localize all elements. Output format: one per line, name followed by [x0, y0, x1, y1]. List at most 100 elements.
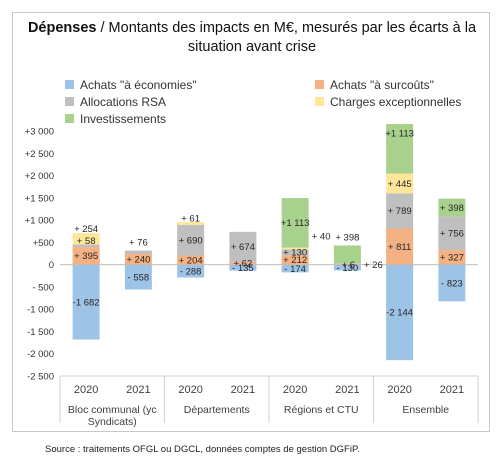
- y-tick-label: -1 000: [27, 305, 54, 316]
- legend-label: Investissements: [80, 112, 167, 126]
- data-label: + 327: [440, 253, 464, 264]
- data-label: + 690: [179, 235, 203, 246]
- x-group-label: Syndicats): [88, 416, 137, 428]
- data-label: + 395: [74, 251, 98, 262]
- data-label: -2 144: [386, 308, 413, 319]
- legend-item: Achats "à surcoûts": [315, 78, 434, 92]
- data-label: +1 113: [385, 128, 414, 139]
- bar-segment: [72, 244, 100, 248]
- y-tick-label: -2 000: [27, 349, 54, 360]
- bar-segment: [281, 249, 309, 256]
- chart-title-rest: / Montants des impacts en M€, mesurés pa…: [96, 20, 477, 55]
- x-group-label: Départements: [184, 404, 250, 416]
- x-group-label: Bloc communal (yc: [68, 404, 157, 416]
- data-label: + 62: [233, 259, 252, 270]
- y-tick-label: +2 500: [25, 149, 54, 160]
- legend-label: Charges exceptionnelles: [330, 95, 462, 109]
- y-tick-label: 0: [49, 260, 54, 271]
- y-tick-label: +500: [33, 238, 54, 249]
- data-label: + 61: [181, 214, 200, 225]
- legend-item: Allocations RSA: [65, 95, 166, 109]
- legend-label: Achats "à surcoûts": [330, 78, 434, 92]
- y-tick-label: -2 500: [27, 372, 54, 383]
- bar-segment: [333, 263, 361, 265]
- bar-segment: [333, 264, 361, 271]
- bar-segment: [72, 264, 100, 340]
- legend-swatch: [65, 80, 74, 89]
- source-note: Source : traitements OFGL ou DGCL, donné…: [45, 444, 360, 455]
- x-group-label: Ensemble: [402, 404, 449, 416]
- data-label: - 135: [232, 263, 254, 274]
- legend-item: Charges exceptionnelles: [315, 95, 461, 109]
- bar-segment: [386, 123, 414, 174]
- legend-item: Achats "à économies": [65, 78, 197, 92]
- data-label: + 26: [364, 260, 383, 271]
- legend-swatch: [65, 97, 74, 106]
- bar-segment: [386, 173, 414, 194]
- data-label: + 240: [126, 255, 150, 266]
- legend-swatch: [315, 80, 324, 89]
- data-label: + 756: [440, 229, 464, 240]
- data-label: + 789: [388, 206, 412, 217]
- bar-segment: [386, 228, 414, 265]
- legend-item: Investissements: [65, 112, 166, 126]
- y-tick-label: +2 000: [25, 171, 54, 182]
- data-label: - 288: [180, 266, 202, 277]
- data-label: - 823: [441, 278, 463, 289]
- x-category-label: 2020: [387, 384, 411, 396]
- data-label: - 558: [128, 272, 150, 283]
- bar-segment: [438, 198, 466, 217]
- data-label: + 445: [388, 179, 412, 190]
- data-label: + 674: [231, 242, 255, 253]
- x-category-label: 2020: [178, 384, 202, 396]
- data-label: +1 113: [281, 218, 310, 229]
- bar-segment: [386, 193, 414, 229]
- y-tick-label: +1 000: [25, 216, 54, 227]
- legend-label: Achats "à économies": [80, 78, 197, 92]
- legend-swatch: [315, 97, 324, 106]
- x-category-label: 2021: [440, 384, 464, 396]
- bar-segment: [229, 231, 257, 262]
- data-label: + 130: [283, 248, 307, 259]
- bar-segment: [124, 264, 152, 290]
- data-label: + 40: [312, 232, 331, 243]
- data-label: - 174: [284, 264, 306, 275]
- chart-title-bold: Dépenses: [27, 20, 97, 36]
- data-label: + 398: [440, 203, 464, 214]
- data-label: + 76: [129, 238, 148, 249]
- bar-segment: [177, 224, 205, 256]
- x-category-label: 2021: [335, 384, 359, 396]
- bar-segment: [281, 255, 309, 265]
- bar-segment: [177, 222, 205, 225]
- y-tick-label: -1 500: [27, 327, 54, 338]
- y-tick-label: +3 000: [25, 127, 54, 138]
- x-category-label: 2020: [74, 384, 98, 396]
- x-category-label: 2021: [231, 384, 255, 396]
- bar-segment: [72, 247, 100, 265]
- bar-segment: [124, 250, 152, 254]
- data-label: + 398: [335, 232, 359, 243]
- x-category-label: 2020: [283, 384, 307, 396]
- data-label: + 212: [283, 255, 307, 266]
- bar-segment: [281, 247, 309, 250]
- data-label: -1 682: [73, 297, 100, 308]
- x-group-label: Régions et CTU: [284, 404, 359, 416]
- chart-title: Dépenses / Montants des impacts en M€, m…: [13, 19, 491, 57]
- data-label: + 811: [388, 242, 411, 253]
- bar-segment: [438, 250, 466, 265]
- bar-segment: [72, 233, 100, 245]
- bar-segment: [124, 253, 152, 265]
- bar-segment: [281, 264, 309, 273]
- legend-swatch: [65, 114, 74, 123]
- bar-segment: [386, 264, 414, 361]
- y-tick-label: +1 500: [25, 193, 54, 204]
- bar-segment: [438, 264, 466, 302]
- data-label: + 58: [77, 236, 96, 247]
- bar-segment: [229, 261, 257, 265]
- data-label: + 6: [342, 260, 355, 271]
- bar-segment: [177, 264, 205, 278]
- bar-segment: [438, 216, 466, 251]
- legend-label: Allocations RSA: [80, 95, 167, 109]
- data-label: - 130: [337, 263, 359, 274]
